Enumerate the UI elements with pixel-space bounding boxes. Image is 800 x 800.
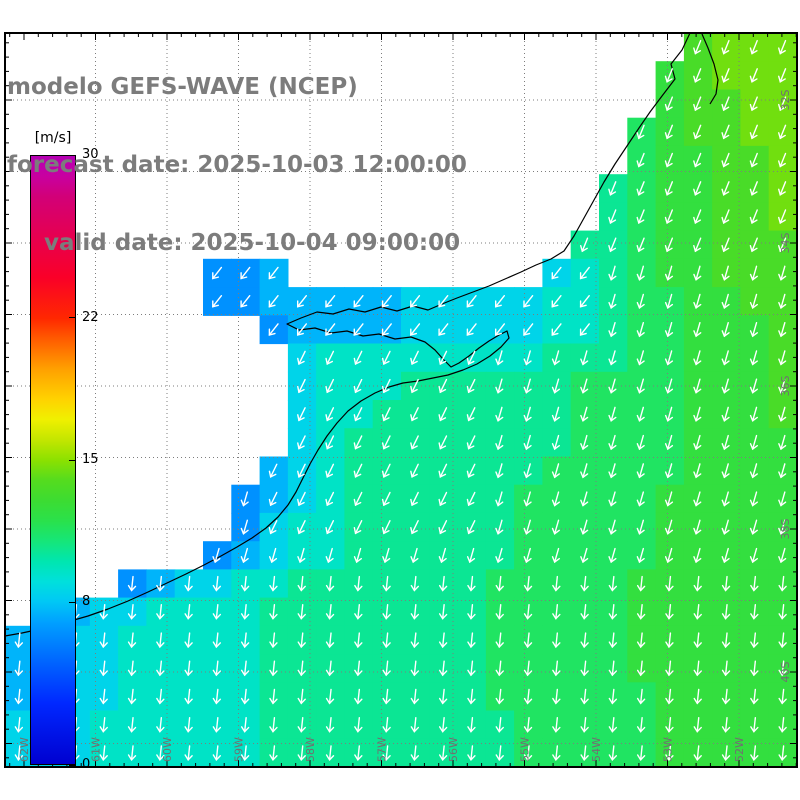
valid-date: valid date: 2025-10-04 09:00:00 — [44, 230, 461, 256]
lon-label: 53W — [662, 737, 675, 762]
lat-label: 34S — [779, 232, 792, 253]
lon-label: 60W — [161, 737, 174, 762]
lon-label: 56W — [447, 737, 460, 762]
lat-label: 36S — [779, 375, 792, 396]
colorbar-tick-label: 8 — [82, 594, 91, 610]
title-block: modelo GEFS-WAVE (NCEP) forecast date: 2… — [7, 22, 467, 308]
lat-label: 32S — [779, 89, 792, 110]
colorbar-tick-label: 22 — [82, 309, 99, 325]
frame-ticks — [5, 33, 797, 767]
lat-lon-gridlines — [5, 33, 797, 767]
lon-label: 54W — [590, 737, 603, 762]
coastline — [4, 32, 719, 637]
lat-label: 40S — [779, 661, 792, 682]
model-title: modelo GEFS-WAVE (NCEP) — [7, 74, 358, 100]
wind-speed-cells-layer — [5, 33, 798, 768]
lon-label: 61W — [90, 737, 103, 762]
lon-label: 52W — [733, 737, 746, 762]
lat-label: 38S — [779, 518, 792, 539]
wind-arrows-layer — [14, 39, 787, 761]
colorbar-unit-label: [m/s] — [24, 130, 82, 146]
axis-labels: 62W 61W 60W 59W 58W 57W 56W 55W 54W 53W 52W 32S 34S 3… — [18, 89, 792, 762]
colorbar-tick-label: 0 — [82, 757, 91, 772]
lon-label: 59W — [233, 737, 246, 762]
lon-label: 55W — [519, 737, 532, 762]
colorbar-tick-mark — [69, 154, 76, 156]
lon-label: 58W — [304, 737, 317, 762]
colorbar-tick-mark — [69, 459, 76, 461]
colorbar-tick-mark — [69, 317, 76, 319]
colorbar-tick-mark — [69, 601, 76, 603]
lon-label: 57W — [376, 737, 389, 762]
lon-label: 62W — [18, 737, 31, 762]
colorbar-tick-label: 15 — [82, 452, 99, 467]
forecast-date: forecast date: 2025-10-03 12:00:00 — [7, 152, 467, 178]
colorbar-tick-mark — [69, 764, 76, 766]
colorbar-tick-label: 30 — [82, 147, 99, 162]
